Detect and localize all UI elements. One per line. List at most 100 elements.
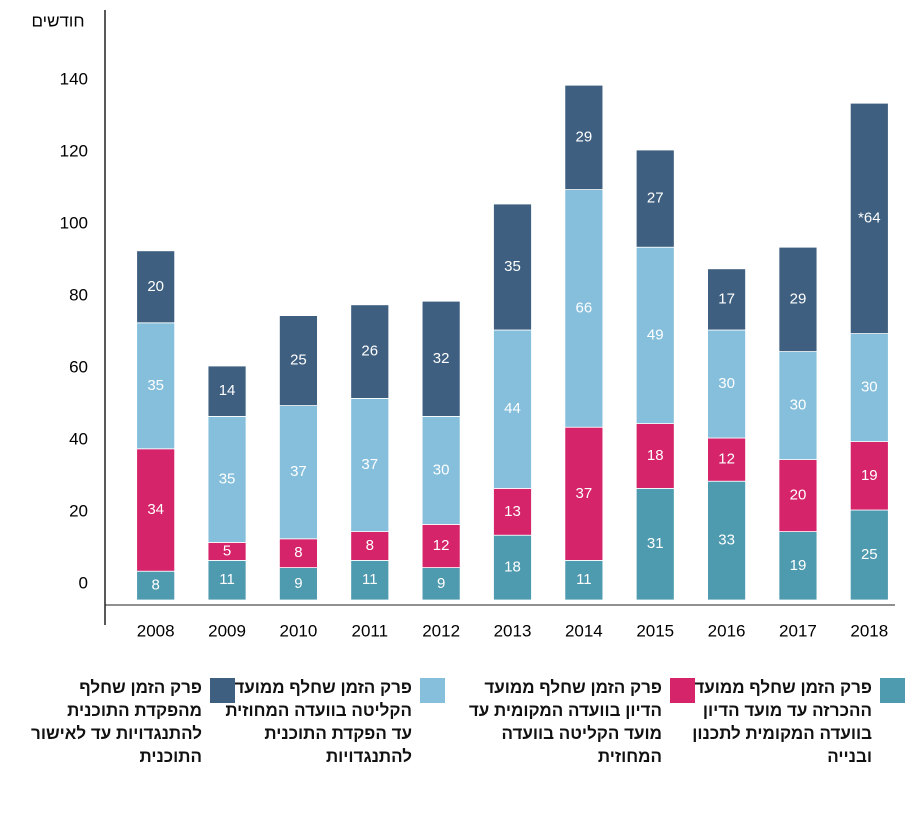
bar-segment [564,84,604,190]
legend-swatch [880,678,905,703]
y-tick-label: 0 [79,573,88,592]
data-label: 18 [504,559,521,576]
legend-item: פרק הזמן שחלף ממועד הקליטה בוועדה המחוזי… [217,676,445,768]
data-label: 9 [437,575,445,592]
bar-segment [493,534,532,601]
bar-segment [350,560,390,601]
x-tick-label: 2012 [422,621,460,640]
y-axis-title: חודשים [31,11,84,30]
y-tick-label: 60 [69,357,88,376]
y-tick-label: 80 [69,285,88,304]
x-tick-label: 2010 [279,621,317,640]
data-label: 11 [576,571,592,588]
x-tick-label: 2011 [351,621,388,640]
data-label: 30 [433,461,450,478]
data-label: 19 [790,557,807,574]
data-label: 35 [504,258,521,275]
legend-item: פרק הזמן שחלף מהפקדת התוכנית להתנגדויות … [12,676,235,768]
legend-label: פרק הזמן שחלף מהפקדת התוכנית להתנגדויות … [31,678,202,766]
bar-segment [564,189,604,428]
data-label: 19 [861,467,878,484]
bar-segment [421,567,461,601]
bar-segment [493,487,532,536]
data-label: 17 [718,290,735,307]
data-label: 25 [861,546,878,563]
legend-swatch [210,678,235,703]
y-tick-label: 120 [60,141,88,160]
x-tick-label: 2018 [850,621,888,640]
x-tick-label: 2008 [137,621,175,640]
bar-segment [279,315,318,407]
chart: חודשים 0 20 40 60 80 100 120 140 2008 8 34 35 20 2009… [31,10,895,640]
legend-label: פרק הזמן שחלף ממועד ההכרזה עד מועד הדיון… [692,678,872,766]
data-label: 29 [790,290,807,307]
bar-segment [635,246,675,424]
data-label: 31 [647,535,664,552]
data-label: 12 [718,451,735,468]
y-tick-label: 40 [69,429,88,448]
bar-segment [707,437,746,482]
y-tick-label: 20 [69,501,88,520]
bar-segment [279,405,318,540]
data-label: 14 [219,382,236,399]
bar-segment [207,365,247,417]
bar-segment [136,322,176,450]
data-label: *64 [858,209,881,226]
bar-segment [707,480,746,601]
data-label: 20 [147,278,164,295]
bar-segment [421,415,461,525]
bar-segment [350,531,390,561]
data-label: 30 [790,397,807,414]
data-label: 32 [433,350,450,367]
x-tick-label: 2014 [565,621,603,640]
bar-segment [778,459,818,533]
data-label: 30 [861,379,878,396]
bar-segment [635,149,675,248]
x-tick-label: 2013 [494,621,532,640]
bar-segment [564,426,604,561]
data-label: 11 [219,571,235,588]
bar-segment [778,531,818,601]
data-label: 13 [504,503,521,520]
bar-segment [136,570,176,601]
bar-segment [635,423,675,489]
bar-segment [350,304,390,399]
legend-item: פרק הזמן שחלף ממועד ההכרזה עד מועד הדיון… [682,676,905,768]
bar-segment [421,300,461,417]
data-label: 29 [576,128,593,145]
legend-swatch [670,678,695,703]
bar-segment [279,567,318,601]
data-label: 49 [647,326,664,343]
data-label: 37 [290,463,307,480]
y-tick-label: 100 [60,213,88,232]
bar-segment [564,560,604,601]
data-label: 66 [576,299,593,316]
bar-segment [136,250,176,324]
data-label: 25 [290,352,307,369]
data-label: 26 [361,343,378,360]
data-label: 18 [647,447,664,464]
y-tick-label: 140 [60,69,88,88]
data-label: 8 [366,537,374,554]
bar-segment [707,329,746,439]
data-label: 9 [294,575,302,592]
data-label: 37 [576,485,593,502]
data-label: 44 [504,400,521,417]
bar-segment [350,397,390,532]
bar-segment [849,102,889,334]
bar-segment [635,487,675,601]
bar-segment [778,246,818,352]
data-label: 37 [361,456,378,473]
data-label: 35 [219,470,236,487]
bar-segment [279,538,318,568]
bar-segment [493,329,532,489]
x-tick-label: 2009 [208,621,246,640]
legend-item: פרק הזמן שחלף ממועד הדיון בוועדה המקומית… [467,676,695,768]
data-label: 12 [433,537,450,554]
data-label: 5 [223,542,231,559]
data-label: 8 [294,544,302,561]
bar-segment [421,524,461,569]
data-label: 27 [647,190,664,207]
bar-segment [707,268,746,331]
